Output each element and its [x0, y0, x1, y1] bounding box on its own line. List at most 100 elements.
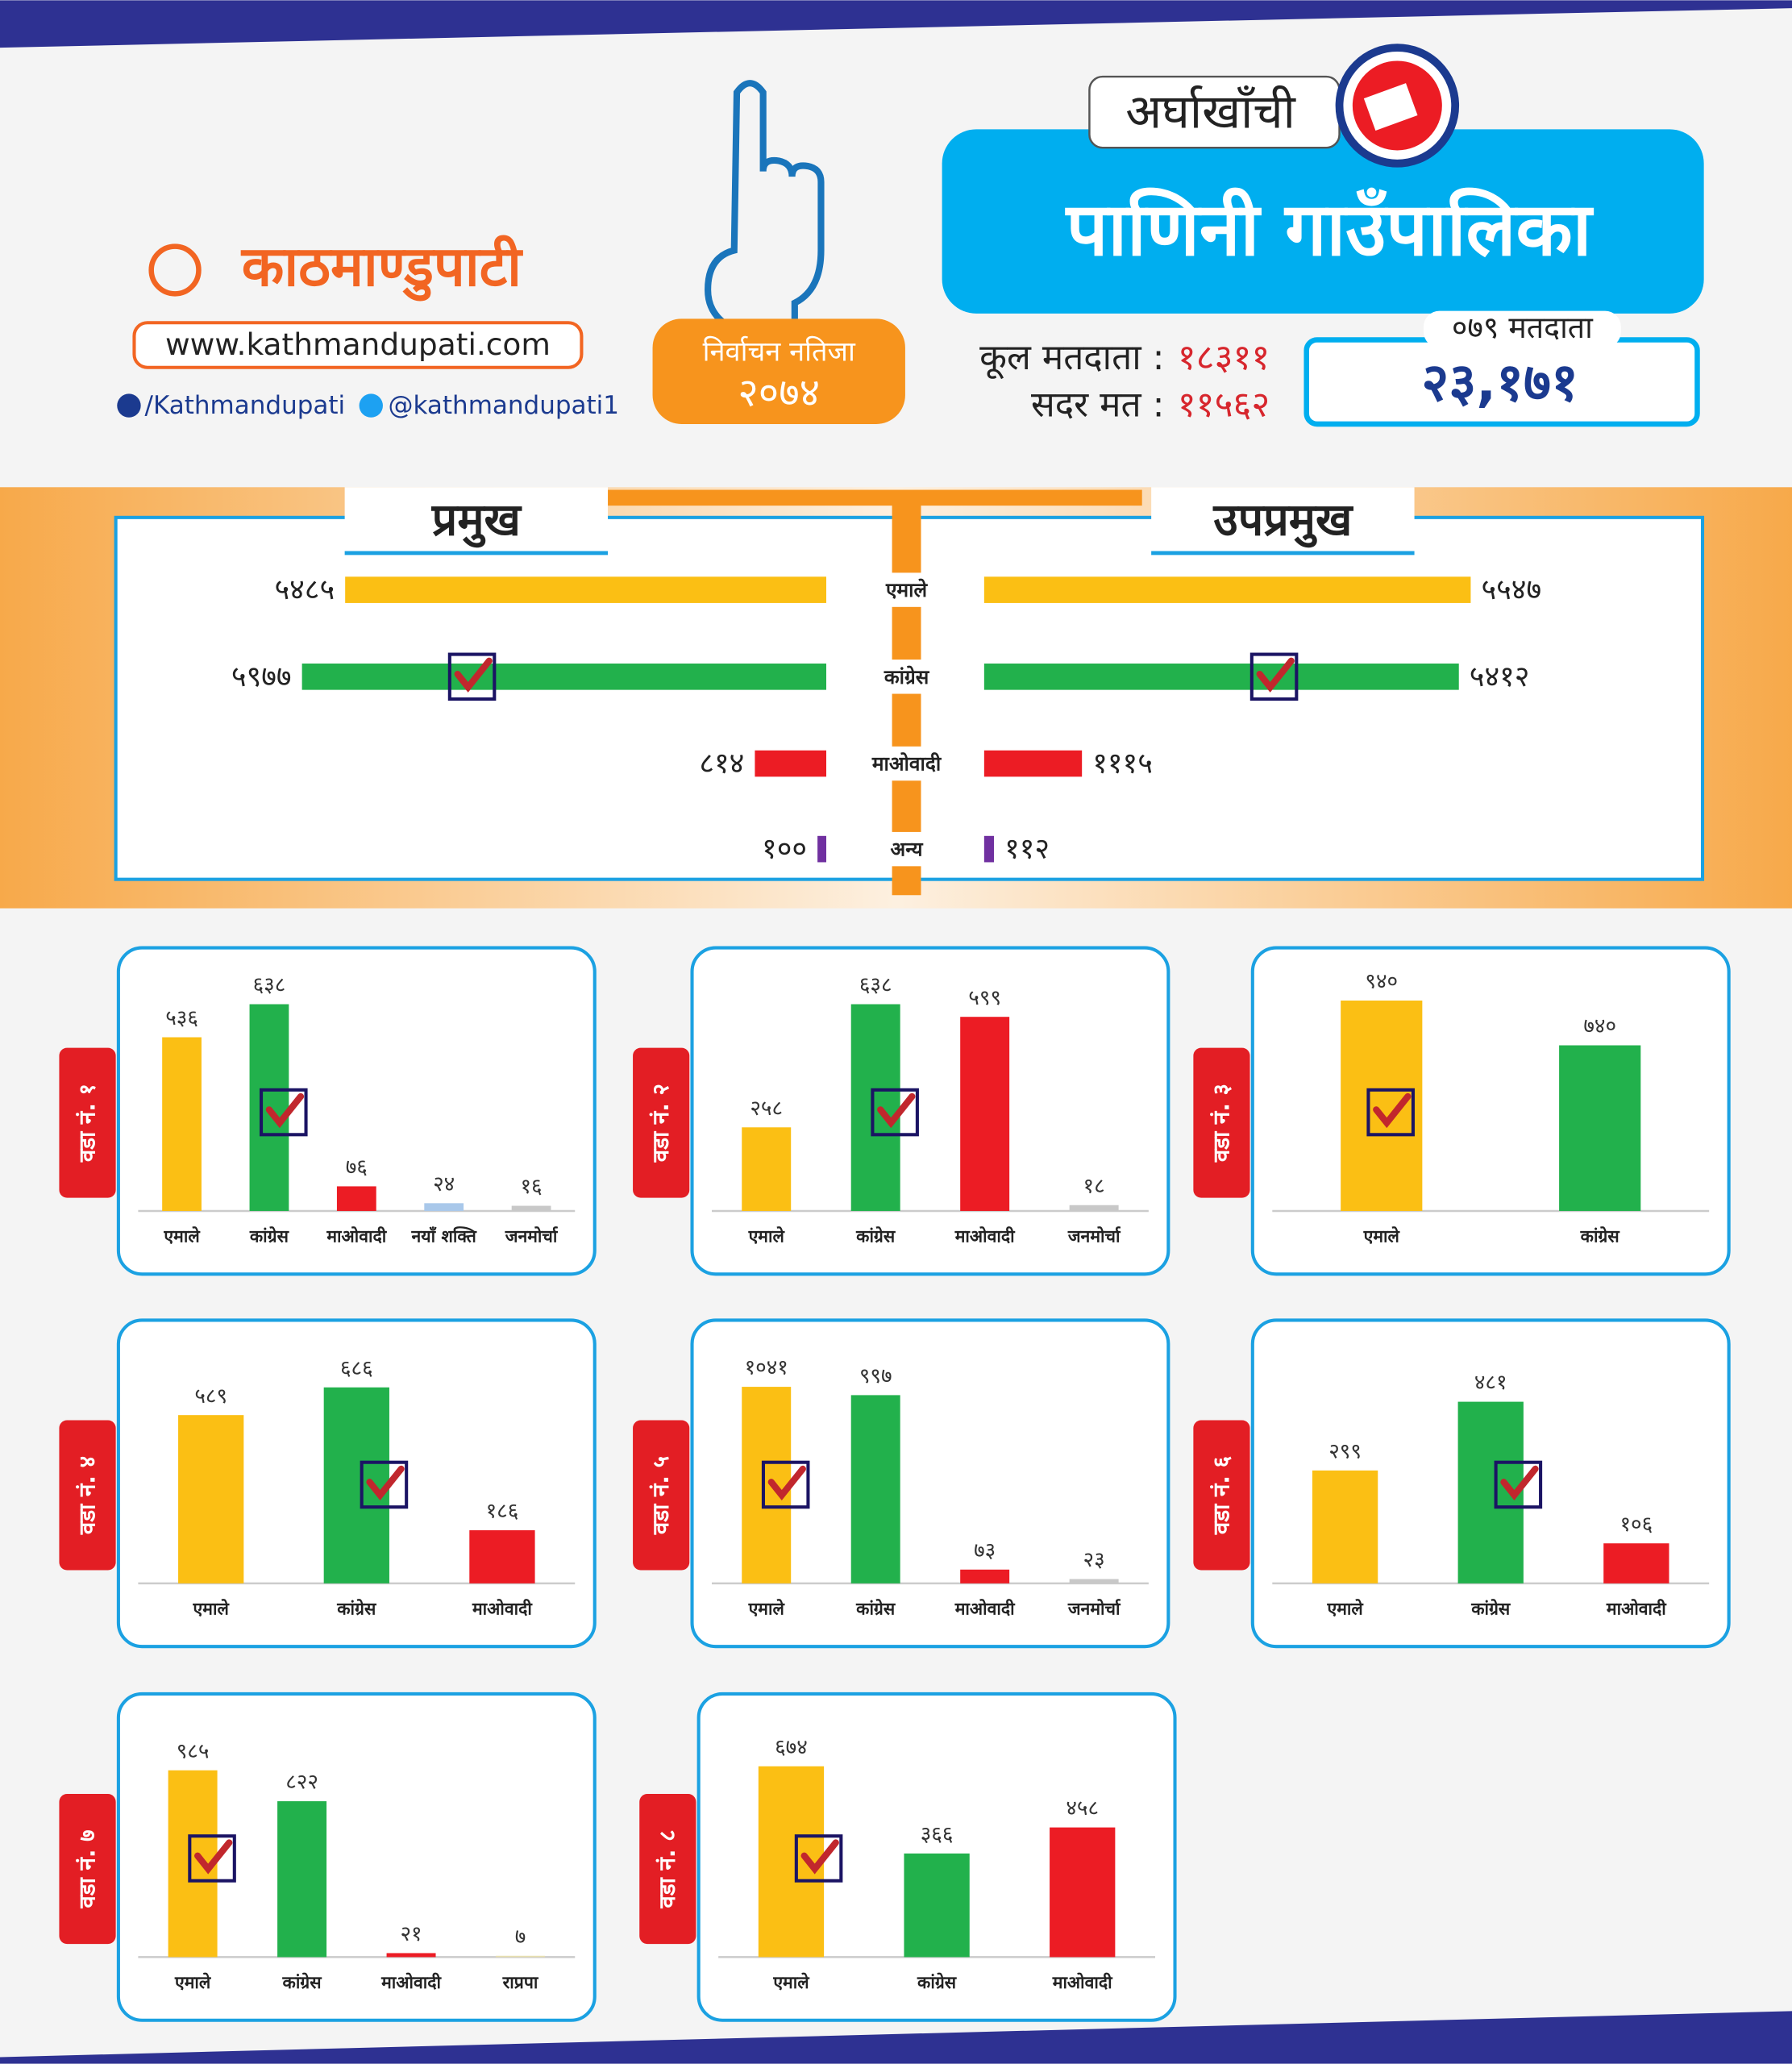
x-tick-label: माओवादी [326, 1226, 387, 1247]
check-mark [265, 1092, 305, 1129]
value-label: १०४१ [745, 1356, 788, 1380]
value-label: ४८१ [1474, 1371, 1507, 1395]
ward-title: वडा नं. ७ [73, 1829, 100, 1908]
value-label: ९८५ [177, 1739, 210, 1763]
x-tick-label: कांग्रेस [282, 1972, 323, 1993]
ward-title: वडा नं. ५ [647, 1456, 674, 1535]
voters-079-label: ०७९ मतदाता [1452, 310, 1594, 345]
check-mark [877, 1092, 916, 1129]
ward-title: वडा नं. ८ [654, 1829, 680, 1908]
category-label: अन्य [891, 838, 924, 861]
bar [178, 1415, 244, 1583]
bar [345, 576, 826, 603]
value-label: ६७४ [775, 1735, 808, 1759]
badge-title: निर्वाचन नतिजा [703, 335, 856, 368]
value-label: ८२२ [285, 1771, 318, 1795]
check-box [1249, 652, 1299, 701]
value-label: १६ [520, 1175, 542, 1199]
check-box [871, 1088, 919, 1137]
x-tick-label: एमाले [748, 1226, 786, 1247]
voters-079: २३,१७१ [1421, 352, 1578, 414]
x-tick-label: माओवादी [954, 1599, 1016, 1620]
bar [469, 1529, 535, 1583]
bar [162, 1037, 202, 1211]
ward-panel [690, 1318, 1170, 1649]
ward-panel [690, 946, 1170, 1276]
valid-votes-label: सदर मत : [1031, 385, 1164, 426]
bar [850, 1395, 900, 1583]
x-tick-label: एमाले [1363, 1226, 1401, 1247]
value-label: ५४८५ [274, 573, 335, 606]
value-label: ५३६ [165, 1006, 198, 1030]
municipality-box [942, 129, 1704, 314]
x-tick-label: एमाले [772, 1972, 810, 1993]
x-tick-label: एमाले [163, 1226, 201, 1247]
bar [983, 750, 1083, 777]
top-strip [0, 0, 1792, 48]
category-label: कांग्रेस [884, 665, 930, 689]
x-tick-label: कांग्रेस [336, 1599, 377, 1620]
value-label: ६३८ [859, 973, 892, 997]
x-tick-label: माओवादी [1606, 1599, 1667, 1620]
x-tick-label: एमाले [193, 1599, 231, 1620]
ward-title: वडा नं. ६ [1208, 1456, 1234, 1535]
value-label: ३६६ [921, 1823, 954, 1847]
value-label: ७४० [1583, 1014, 1616, 1038]
check-mark [454, 657, 493, 693]
check-mark [767, 1465, 806, 1501]
category-label: एमाले [885, 578, 929, 601]
check-mark [194, 1839, 233, 1875]
x-tick-label: एमाले [174, 1972, 212, 1993]
x-tick-label: कांग्रेस [249, 1226, 290, 1247]
bar [755, 750, 826, 777]
value-label: ८१४ [699, 747, 744, 780]
municipality: पाणिनी गाउँपालिका [1065, 186, 1595, 273]
badge-year: २०७४ [738, 370, 820, 416]
ward-tag [59, 1047, 116, 1198]
x-tick-label: एमाले [748, 1599, 786, 1620]
bar [336, 1186, 376, 1211]
value-label: ७३ [974, 1538, 996, 1563]
bar [983, 663, 1459, 690]
series-heading-box [344, 487, 609, 553]
value-label: २९९ [1328, 1439, 1362, 1463]
check-mark [1373, 1092, 1412, 1129]
charts: एमाले कांग्रेस माओवादी अन्य प्रमुख ५४८५ ५९७७ ८१… [59, 487, 1731, 2022]
ward-title: वडा नं. ४ [73, 1456, 100, 1535]
brand: काठमाण्डुपाटी [240, 235, 523, 302]
t-bar [605, 489, 1142, 506]
check-box [761, 1460, 810, 1509]
ward-tag [59, 1794, 116, 1945]
check-box [447, 652, 497, 701]
ward-panel [116, 1692, 597, 2022]
value-label: ५४१२ [1470, 660, 1530, 693]
center-bar [892, 500, 921, 896]
value-label: ७६ [346, 1155, 368, 1180]
value-label: ७ [515, 1925, 526, 1949]
value-label: ११२ [1004, 833, 1050, 866]
ward-title: वडा नं. ३ [1208, 1084, 1234, 1163]
bar [301, 663, 826, 690]
value-label: २१ [400, 1922, 422, 1946]
ward-panel [116, 946, 597, 1276]
check-box [1366, 1088, 1415, 1137]
x-tick-label: माओवादी [380, 1972, 442, 1993]
bar [1559, 1045, 1641, 1211]
bar [323, 1387, 389, 1583]
category-label: माओवादी [871, 752, 942, 776]
x-tick-label: माओवादी [472, 1599, 533, 1620]
value-label: १८ [1083, 1174, 1105, 1198]
twitter-icon [359, 393, 383, 418]
x-tick-label: कांग्रेस [855, 1599, 896, 1620]
value-label: ९९७ [859, 1364, 892, 1388]
x-tick-label: कांग्रेस [855, 1226, 896, 1247]
bar [496, 1955, 545, 1958]
x-tick-label: माओवादी [954, 1226, 1016, 1247]
value-label: २३ [1083, 1548, 1105, 1572]
bar [424, 1203, 464, 1211]
facebook: /Kathmandupati [145, 391, 346, 420]
x-tick-label: नयाँ शक्ति [411, 1226, 477, 1247]
brand-icon [148, 243, 202, 297]
